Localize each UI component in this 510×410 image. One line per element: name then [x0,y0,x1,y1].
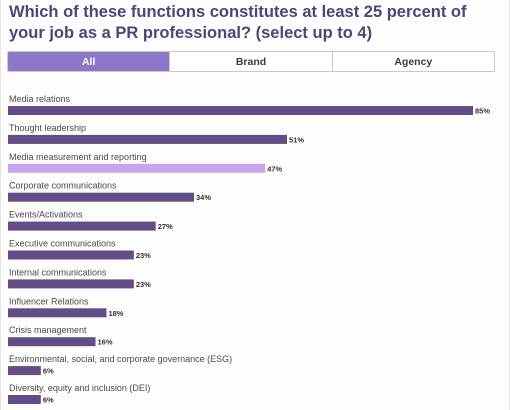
category-label: Corporate communications [9,181,117,191]
bar [8,134,287,144]
value-label: 23% [136,251,151,260]
bar [8,250,134,260]
tab-agency[interactable]: Agency [331,52,494,71]
category-label: Media relations [9,94,71,104]
bar [8,106,473,115]
bar [8,163,266,173]
category-label: Events/Activations [9,210,83,220]
tab-all[interactable]: All [8,52,170,71]
category-label: Influencer Relations [9,296,89,306]
bar [8,221,156,231]
tab-brand[interactable]: Brand [169,52,331,71]
category-label: Crisis management [9,325,87,335]
category-label: Thought leadership [9,123,86,133]
category-label: Internal communications [9,267,107,277]
bar [8,337,96,347]
value-label: 47% [267,164,282,173]
value-label: 27% [158,222,173,231]
value-label: 51% [289,135,304,144]
value-label: 85% [475,107,490,116]
bar [8,366,41,376]
bar-chart: Media relations 85% Thought leadership 51% M… [8,94,490,405]
value-label: 16% [98,338,113,347]
value-label: 6% [43,396,54,405]
category-label: Executive communications [9,239,116,249]
bar [8,279,134,289]
category-label: Environmental, social, and corporate gov… [9,354,232,364]
bar [8,308,107,318]
category-label: Diversity, equity and inclusion (DEI) [9,383,150,393]
value-label: 34% [196,193,211,202]
category-label: Media measurement and reporting [9,152,147,162]
value-label: 6% [43,367,54,376]
bar [8,192,194,202]
value-label: 23% [136,280,151,289]
bar [8,395,41,404]
value-label: 18% [108,309,123,318]
chart-title: Which of these functions constitutes at … [9,3,467,42]
segment-tabs: All Brand Agency [7,51,495,72]
